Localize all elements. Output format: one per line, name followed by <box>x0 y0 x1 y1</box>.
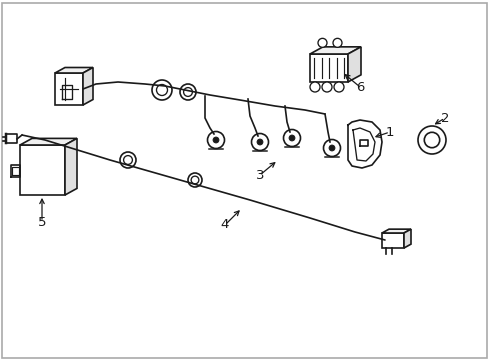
Circle shape <box>329 145 335 151</box>
Circle shape <box>333 39 342 48</box>
Polygon shape <box>348 47 361 82</box>
Polygon shape <box>83 68 93 105</box>
Circle shape <box>318 39 327 48</box>
Circle shape <box>180 84 196 100</box>
Circle shape <box>418 126 446 154</box>
Circle shape <box>152 80 172 100</box>
Polygon shape <box>310 47 361 54</box>
Circle shape <box>184 87 193 96</box>
Circle shape <box>191 176 199 184</box>
Circle shape <box>322 82 332 92</box>
Polygon shape <box>382 229 411 233</box>
Text: 6: 6 <box>356 81 364 94</box>
Circle shape <box>188 173 202 187</box>
Circle shape <box>120 152 136 168</box>
Polygon shape <box>404 229 411 248</box>
Text: 1: 1 <box>386 126 394 139</box>
Circle shape <box>424 132 440 148</box>
Polygon shape <box>20 145 65 195</box>
Circle shape <box>251 134 269 150</box>
Circle shape <box>334 82 344 92</box>
Circle shape <box>257 139 263 145</box>
Polygon shape <box>55 68 93 73</box>
Polygon shape <box>65 138 77 195</box>
Text: 5: 5 <box>38 216 46 229</box>
Text: 3: 3 <box>256 168 264 181</box>
Circle shape <box>213 137 219 143</box>
Circle shape <box>123 156 132 165</box>
Polygon shape <box>55 73 83 105</box>
Circle shape <box>156 85 168 95</box>
Polygon shape <box>310 54 348 82</box>
Circle shape <box>310 82 320 92</box>
Text: 4: 4 <box>221 219 229 231</box>
Polygon shape <box>382 233 404 248</box>
Circle shape <box>207 131 224 148</box>
Text: 2: 2 <box>441 112 449 125</box>
Circle shape <box>323 140 341 157</box>
Polygon shape <box>20 138 77 145</box>
Circle shape <box>284 130 300 147</box>
Circle shape <box>289 135 295 141</box>
